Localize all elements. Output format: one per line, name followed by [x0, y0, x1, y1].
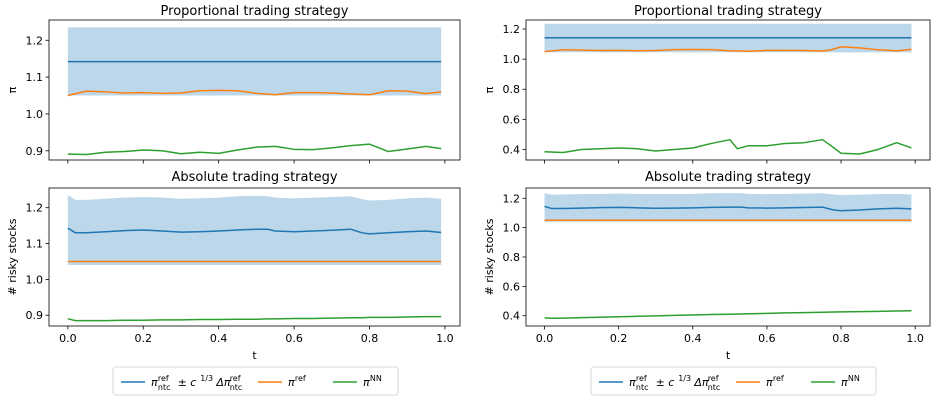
y-tick-label: 0.9 [26, 309, 44, 322]
y-axis-label: π [6, 86, 19, 93]
x-tick-label: 0.6 [285, 332, 303, 345]
legend-label-nn: πNN [841, 374, 860, 389]
x-tick-label: 0.0 [536, 332, 554, 345]
x-tick-label: 0.4 [684, 332, 702, 345]
legend-left: πref ntc ± c 1/3 Δπref ntc πref πNN [112, 366, 399, 396]
y-axis-label: # risky stocks [6, 218, 19, 295]
y-tick-label: 1.2 [503, 192, 521, 205]
x-tick-label: 0.2 [135, 332, 153, 345]
subplot-bottom-left: Absolute trading strategy # risky stocks… [6, 170, 461, 362]
y-tick-label: 1.2 [26, 34, 44, 47]
x-axis-label: t [726, 349, 731, 362]
series-line-ref [544, 46, 912, 53]
legend-label-ntc: πref ntc ± c 1/3 Δπref ntc [629, 374, 720, 392]
legend-box [590, 366, 877, 396]
x-tick-label: 1.0 [906, 332, 924, 345]
series-line-ref [67, 89, 442, 97]
y-tick-label: 0.8 [503, 83, 521, 96]
subplot-title: Proportional trading strategy [161, 4, 349, 19]
series-line-nn [67, 315, 442, 322]
legend-label-ref: πref [766, 374, 784, 389]
legend-label-ref: πref [288, 374, 306, 389]
series-line-nn [544, 138, 912, 155]
legend-label-ntc: πref ntc ± c 1/3 Δπref ntc [151, 374, 242, 392]
legend-box [112, 366, 399, 396]
y-tick-label: 0.8 [503, 251, 521, 264]
subplot-title: Absolute trading strategy [645, 170, 811, 185]
y-tick-label: 1.0 [26, 108, 44, 121]
axes-frame [48, 19, 461, 161]
y-tick-label: 0.9 [26, 145, 44, 158]
y-axis-label: π [483, 86, 496, 93]
y-tick-label: 1.1 [26, 71, 44, 84]
x-tick-label: 0.8 [361, 332, 379, 345]
legend-right: πref ntc ± c 1/3 Δπref ntc πref πNN [590, 366, 877, 396]
y-tick-label: 1.0 [503, 222, 521, 235]
series-line-nn [67, 143, 442, 156]
x-tick-label: 0.6 [758, 332, 776, 345]
series-line-ntc [544, 205, 912, 212]
series-line-ntc [67, 227, 442, 235]
y-axis-label: # risky stocks [483, 218, 496, 295]
axes-frame [48, 187, 461, 327]
x-tick-label: 0.2 [610, 332, 628, 345]
x-tick-label: 0.0 [59, 332, 77, 345]
confidence-band [67, 195, 442, 266]
subplot-title: Proportional trading strategy [634, 4, 822, 19]
subplot-top-right: Proportional trading strategy π 0.4 0.6 0.… [483, 4, 931, 164]
x-tick-label: 0.4 [210, 332, 228, 345]
x-axis-label: t [252, 349, 257, 362]
axes-frame [525, 19, 931, 161]
subplot-title: Absolute trading strategy [171, 170, 337, 185]
series-line-nn [544, 309, 912, 319]
y-tick-label: 0.6 [503, 113, 521, 126]
y-tick-label: 1.2 [503, 23, 521, 36]
y-tick-label: 1.0 [26, 273, 44, 286]
y-tick-label: 0.6 [503, 280, 521, 293]
y-tick-label: 1.2 [26, 202, 44, 215]
subplot-top-left: Proportional trading strategy π 0.9 1.0 1.… [6, 4, 461, 164]
subplot-bottom-right: Absolute trading strategy # risky stocks… [483, 170, 931, 362]
y-tick-label: 0.4 [503, 143, 521, 156]
x-tick-label: 1.0 [436, 332, 454, 345]
y-tick-label: 1.1 [26, 238, 44, 251]
x-tick-label: 0.8 [832, 332, 850, 345]
y-tick-label: 1.0 [503, 53, 521, 66]
y-tick-label: 0.4 [503, 310, 521, 323]
legend-label-nn: πNN [363, 374, 382, 389]
